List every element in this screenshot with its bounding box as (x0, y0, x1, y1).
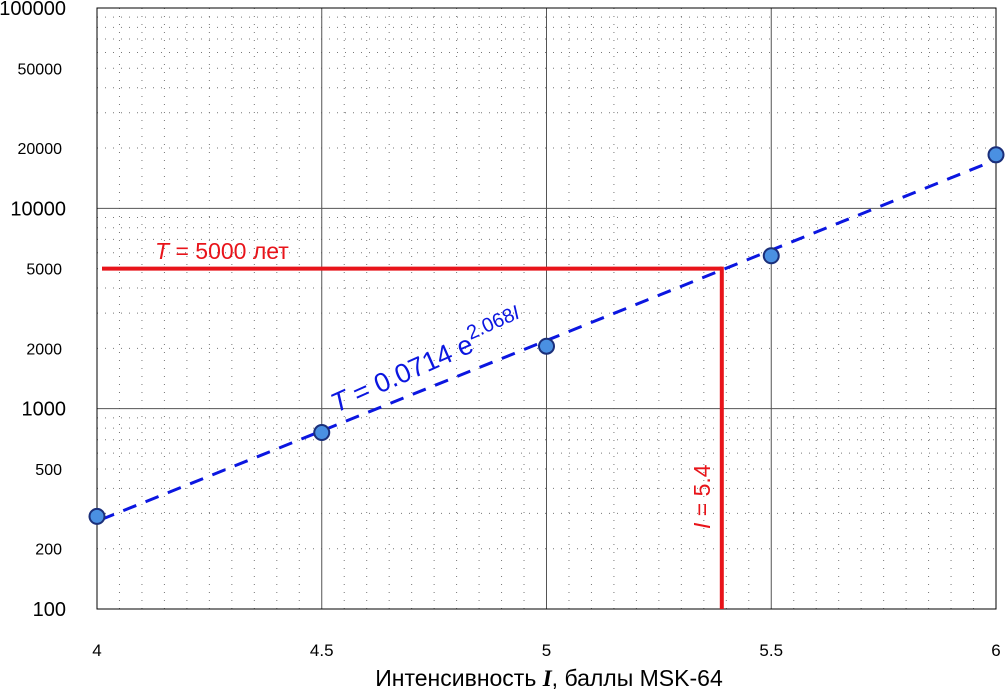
fit-equation-exponent: 2.068 (463, 304, 518, 344)
y-tick-label: 20000 (18, 141, 63, 158)
data-point (538, 337, 555, 355)
x-axis-label: Интенсивность I, баллы MSK-64 (375, 665, 723, 691)
x-axis-label-suffix: , баллы MSK-64 (552, 665, 723, 691)
fit-equation-text: = 0.0714 e (341, 329, 477, 412)
y-axis-tick-labels: 100 1000 10000 100000 200 500 2000 5000 20000 500… (0, 0, 66, 621)
y-tick-label: 10000 (10, 198, 66, 220)
y-tick-label: 100 (33, 599, 66, 621)
x-axis-tick-labels: 4 4.5 5 5.5 6 (92, 641, 1000, 660)
data-point (313, 424, 331, 442)
y-tick-label: 50000 (18, 61, 63, 78)
data-points (88, 146, 1005, 525)
annotation-T-text: = 5000 лет (169, 238, 289, 264)
y-tick-label: 1000 (22, 399, 67, 421)
x-tick-label: 4 (92, 641, 101, 660)
annotation-I-var: I (689, 522, 715, 529)
x-axis-label-prefix: Интенсивность (375, 665, 542, 691)
x-tick-label: 4.5 (310, 641, 334, 660)
x-tick-label: 6 (991, 641, 1000, 660)
major-grid (96, 7, 997, 610)
y-tick-label: 2000 (26, 341, 62, 358)
annotation-T-label: T = 5000 лет (155, 238, 289, 264)
data-point (88, 507, 106, 525)
x-axis-label-var: I (542, 666, 553, 691)
x-tick-label: 5.5 (759, 641, 783, 660)
data-point (762, 247, 780, 265)
annotation-I-text: = 5.4 (689, 464, 715, 522)
y-tick-label: 5000 (26, 262, 62, 279)
plot-frame (96, 7, 997, 610)
annotation-T-var: T (155, 238, 171, 264)
y-tick-label: 100000 (0, 0, 66, 20)
annotation-I-label: I = 5.4 (689, 464, 715, 529)
fit-equation-label: T = 0.0714 e2.068I (324, 302, 529, 419)
y-tick-label: 200 (35, 542, 62, 559)
data-point (987, 146, 1005, 164)
x-tick-label: 5 (542, 641, 551, 660)
y-tick-label: 500 (35, 462, 62, 479)
